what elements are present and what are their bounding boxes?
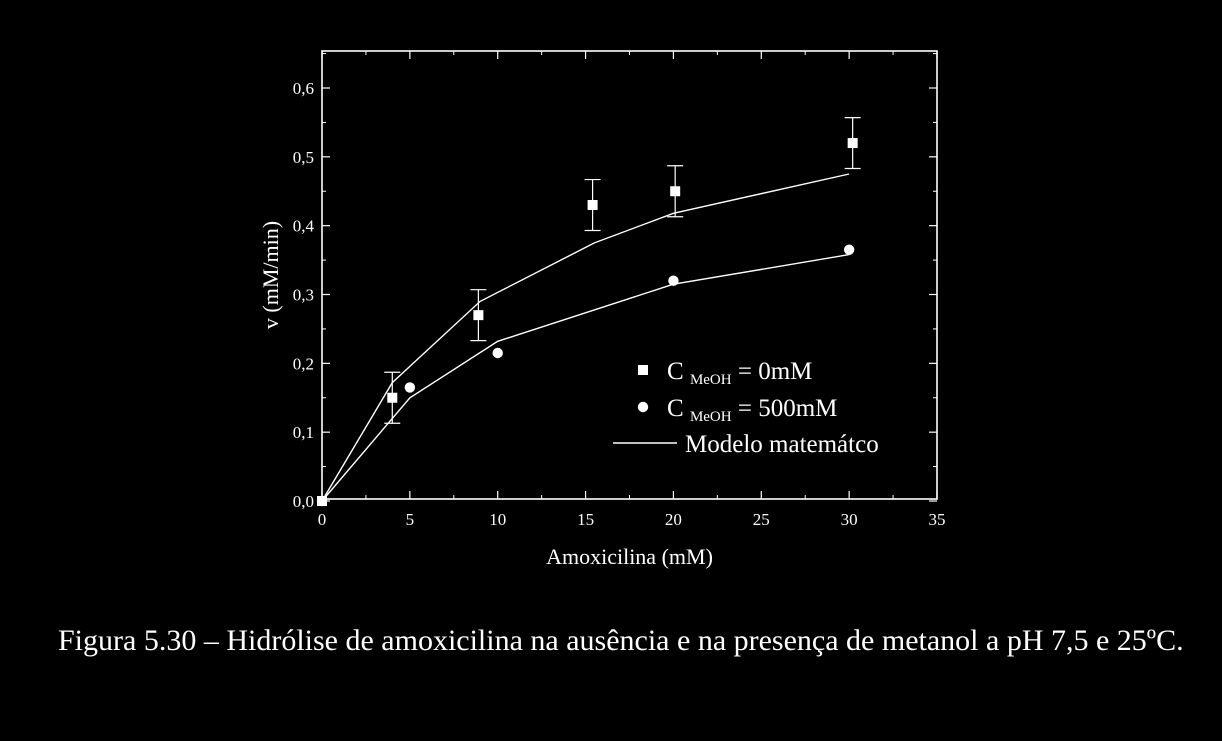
x-tick-label: 0: [318, 510, 327, 529]
legend: C MeOH = 0mM C MeOH = 500mM Modelo matemát…: [613, 358, 879, 458]
x-axis-label: Amoxicilina (mM): [546, 544, 713, 569]
data-points: [316, 116, 861, 507]
y-tick-label: 0,3: [293, 286, 314, 305]
legend-label: C MeOH = 500mM: [667, 395, 837, 425]
y-tick-label: 0,4: [293, 217, 315, 236]
x-tick-label: 15: [577, 510, 594, 529]
data-point-square: [670, 186, 681, 197]
figure-caption: Figura 5.30 – Hidrólise de amoxicilina n…: [58, 624, 1184, 657]
x-tick-label: 25: [753, 510, 770, 529]
data-point-square: [587, 200, 598, 211]
model-line: [321, 253, 850, 502]
y-axis-label: v (mM/min): [258, 221, 283, 329]
legend-model-label: Modelo matemátco: [685, 431, 879, 458]
x-tick-label: 5: [406, 510, 415, 529]
x-tick-label: 35: [929, 510, 946, 529]
x-tick-label: 10: [489, 510, 506, 529]
legend-circle-marker: [637, 401, 649, 413]
data-point-circle: [404, 382, 416, 393]
chart: 0 5 10 15 20 25 30 35 0,0 0,1 0,2 0,3 0,4 0,5 0,6 Amoxi…: [258, 50, 946, 569]
y-tick-label: 0,6: [293, 79, 314, 98]
y-tick-label: 0,2: [293, 354, 314, 373]
y-tick-label: 0,1: [293, 423, 314, 442]
model-line: [321, 173, 850, 502]
model-lines: [321, 173, 850, 502]
legend-label: C MeOH = 0mM: [667, 358, 812, 388]
x-tick-label: 30: [841, 510, 858, 529]
data-point-square: [387, 392, 398, 403]
data-point-circle: [492, 347, 503, 359]
x-tick-label: 20: [665, 510, 682, 529]
legend-square-marker: [638, 365, 648, 375]
data-point-circle: [668, 275, 679, 286]
axes: 0 5 10 15 20 25 30 35 0,0 0,1 0,2 0,3 0,4 0,5 0,6 Amoxi…: [258, 50, 946, 569]
data-point-circle: [843, 244, 855, 255]
y-tick-label: 0,5: [293, 148, 314, 167]
data-point-square: [847, 138, 858, 149]
y-tick-label: 0,0: [293, 492, 314, 511]
data-point-square: [473, 310, 484, 321]
data-point-circle: [316, 495, 328, 507]
